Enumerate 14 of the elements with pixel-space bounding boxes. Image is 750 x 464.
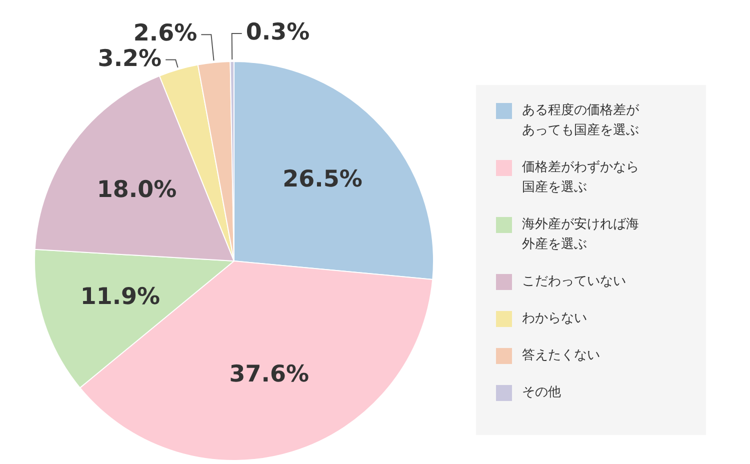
legend-label: 価格差がわずかなら国産を選ぶ xyxy=(522,159,640,197)
data-label: 18.0% xyxy=(96,177,177,204)
legend-label: 海外産が安ければ海外産を選ぶ xyxy=(522,216,640,254)
data-label: 37.6% xyxy=(229,361,310,388)
legend-label: こだわっていない xyxy=(522,273,627,291)
data-label: 3.2% xyxy=(98,46,162,72)
data-label: 2.6% xyxy=(133,20,198,47)
data-label: 11.9% xyxy=(80,284,160,310)
legend-label: わからない xyxy=(522,310,588,328)
legend-label: その他 xyxy=(522,384,562,402)
legend-label: ある程度の価格差があっても国産を選ぶ xyxy=(522,102,640,140)
data-label: 0.3% xyxy=(246,19,310,46)
legend-label: 答えたくない xyxy=(522,347,601,365)
data-label: 26.5% xyxy=(282,166,362,192)
